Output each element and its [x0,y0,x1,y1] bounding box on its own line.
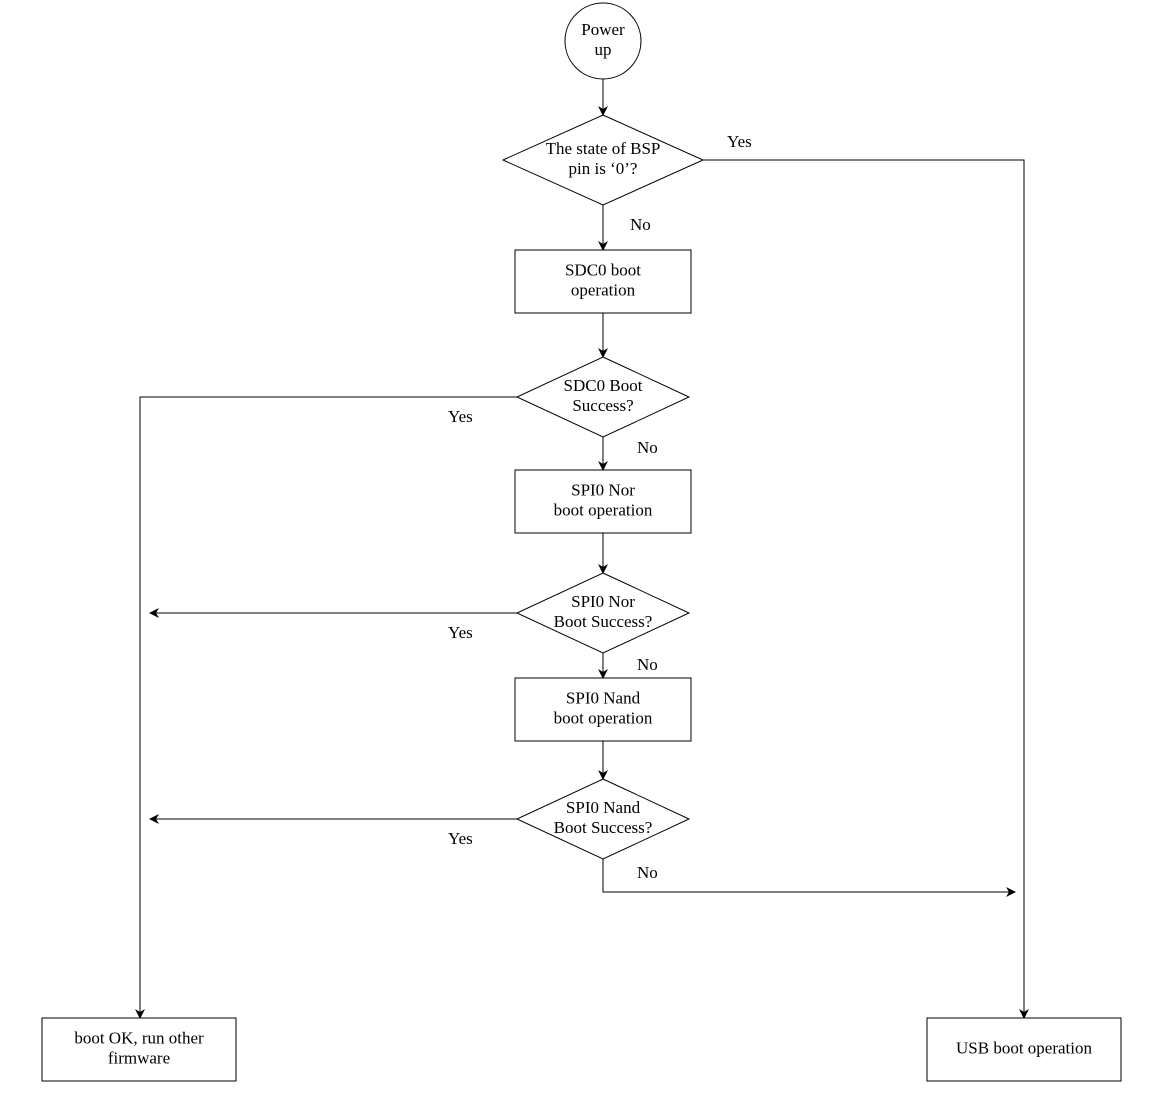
node-bsp_decision: The state of BSPpin is ‘0’? [503,115,703,205]
node-usb_boot: USB boot operation [927,1018,1121,1081]
edge-label: Yes [448,407,473,426]
edge-label: No [637,655,658,674]
node-label: SDC0 BootSuccess? [564,376,643,415]
edge-label: Yes [727,132,752,151]
node-power_up: Powerup [565,3,641,79]
node-boot_ok: boot OK, run otherfirmware [42,1018,236,1081]
edge [603,859,1015,892]
node-sdc0_op: SDC0 bootoperation [515,250,691,313]
edge-label: No [637,438,658,457]
node-spi0_nand_decision: SPI0 NandBoot Success? [517,779,689,859]
edge [140,397,517,1018]
edge-label: No [630,215,651,234]
node-label: SPI0 NandBoot Success? [554,798,653,837]
node-label: SPI0 Nandboot operation [554,689,653,728]
edge [703,160,1024,1018]
boot-flowchart: No No No Yes Yes Yes Yes No Powerup The state of … [0,0,1161,1120]
node-spi0_nor_decision: SPI0 NorBoot Success? [517,573,689,653]
node-spi0_nor_op: SPI0 Norboot operation [515,470,691,533]
node-label: USB boot operation [956,1038,1092,1057]
edge-label: Yes [448,829,473,848]
edge-label: Yes [448,623,473,642]
node-sdc0_decision: SDC0 BootSuccess? [517,357,689,437]
node-label: SDC0 bootoperation [565,261,641,300]
edge-label: No [637,863,658,882]
node-spi0_nand_op: SPI0 Nandboot operation [515,678,691,741]
